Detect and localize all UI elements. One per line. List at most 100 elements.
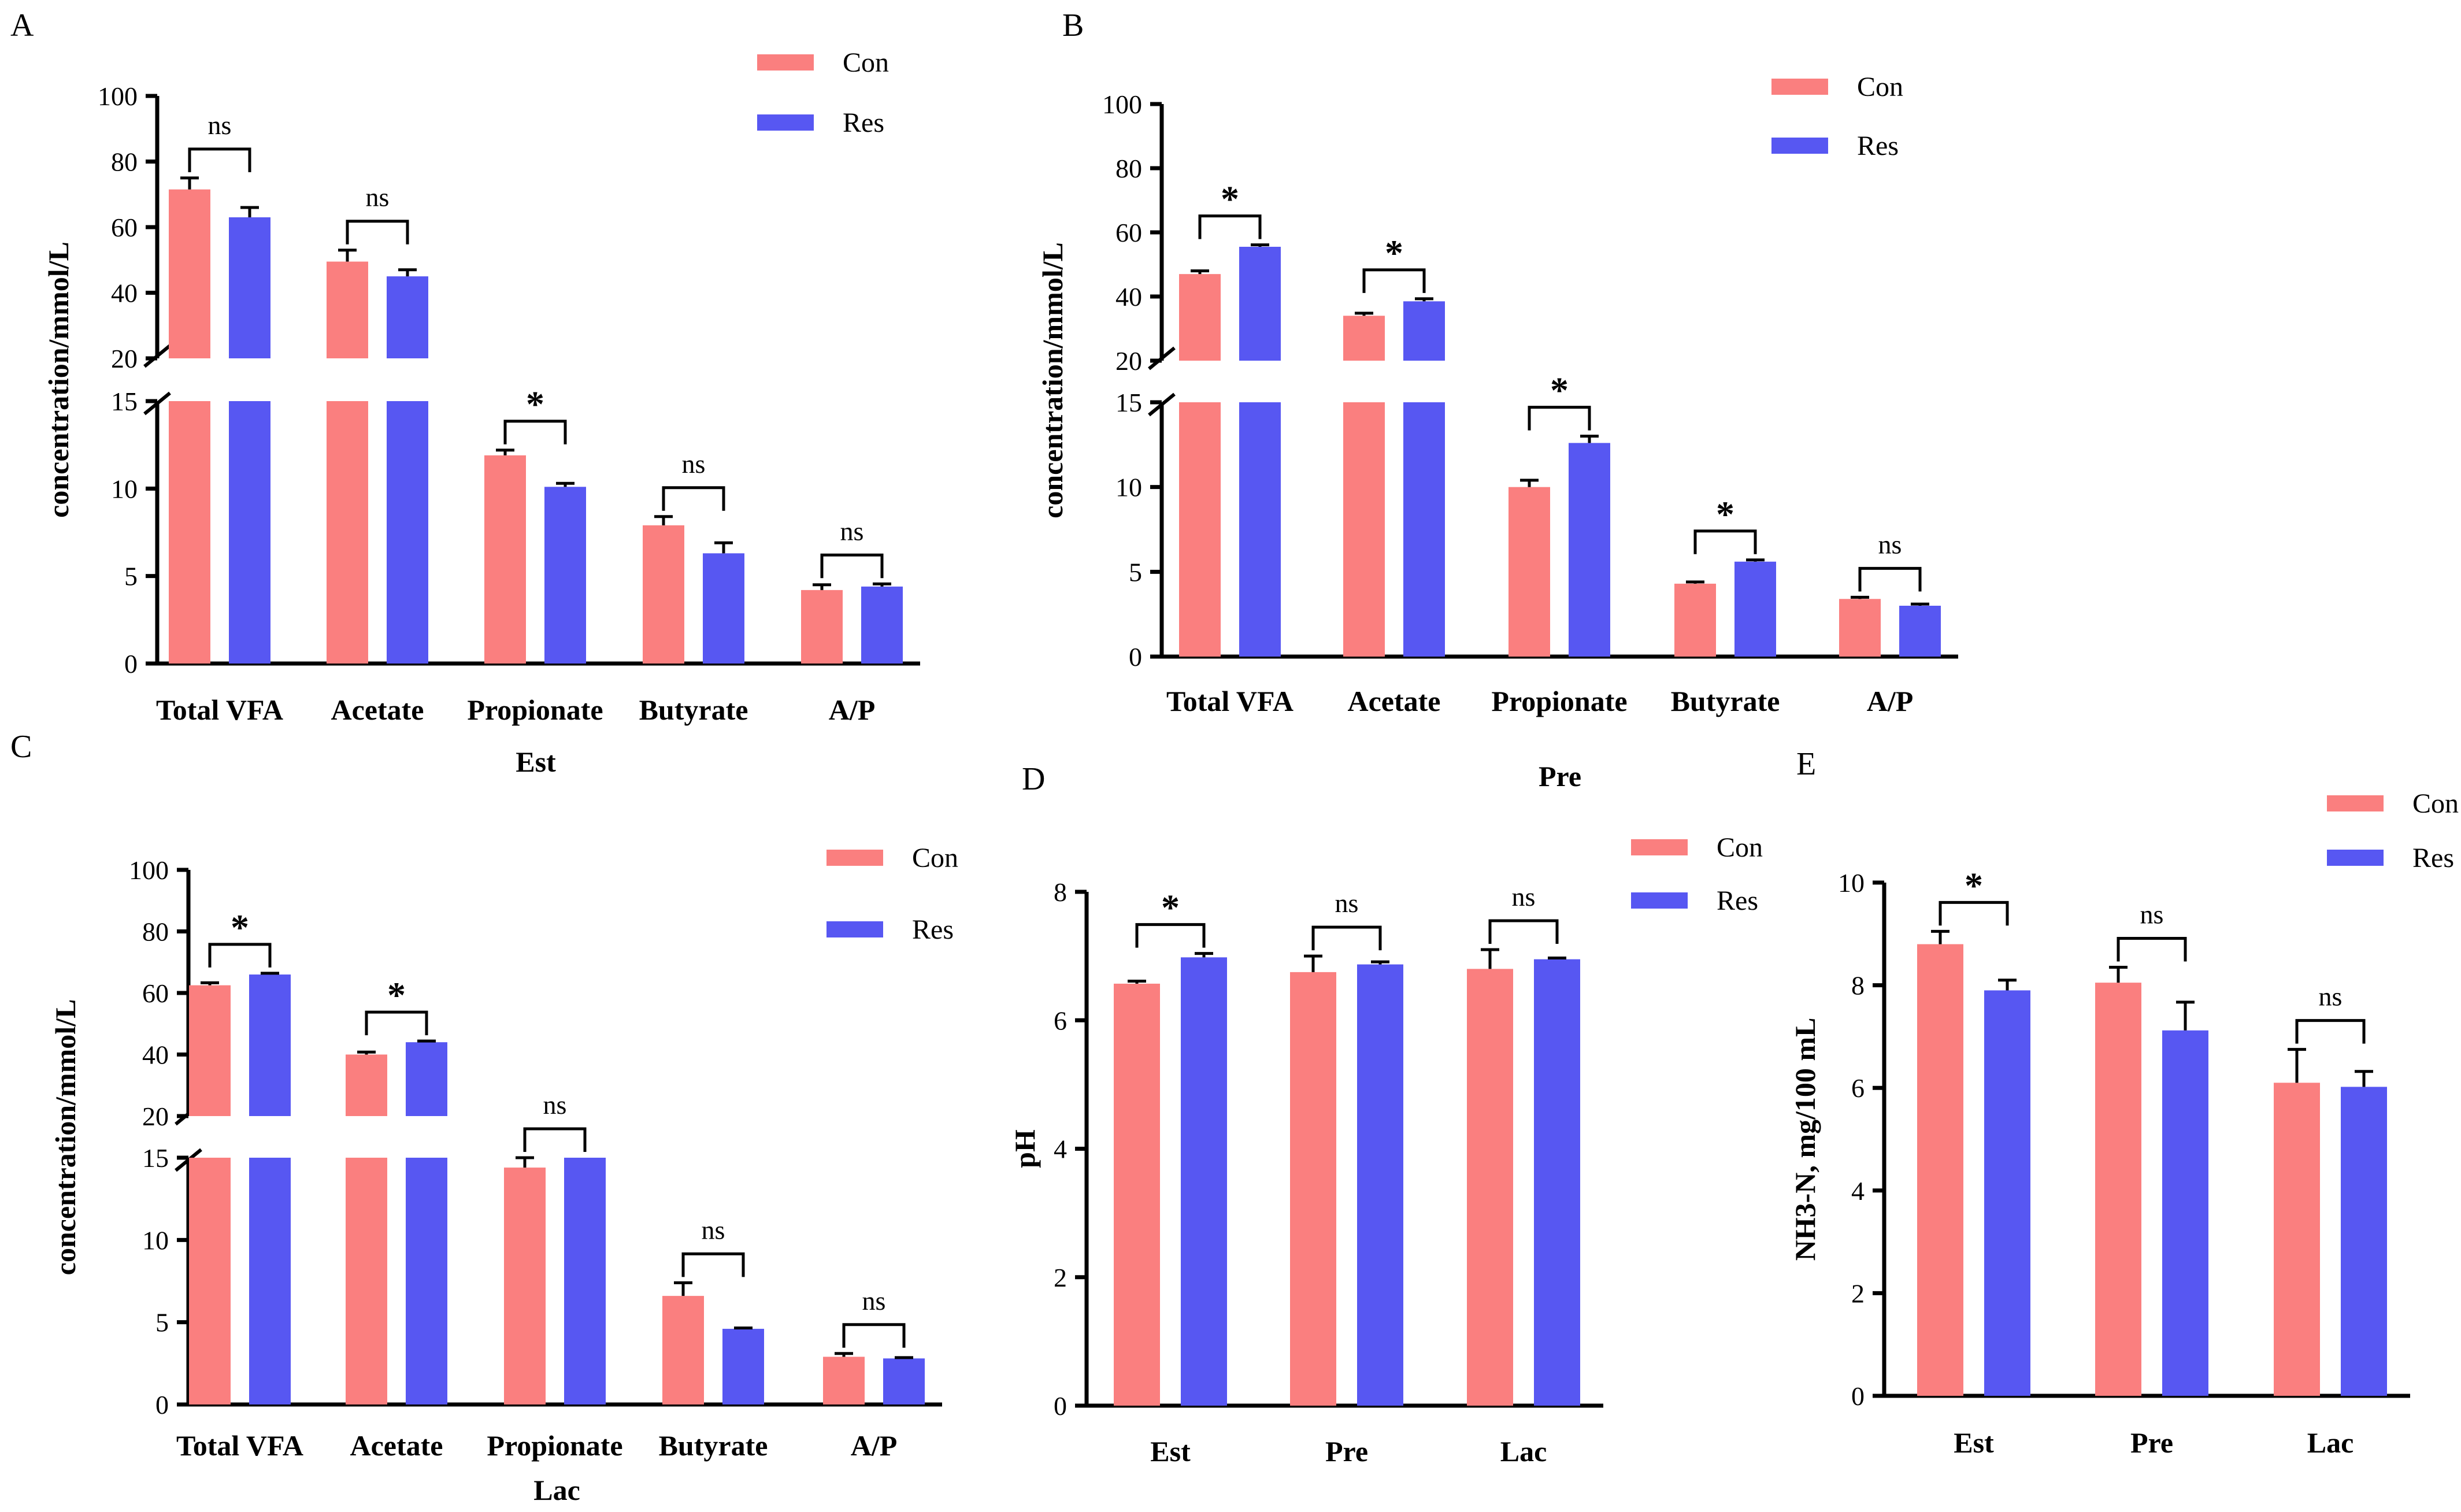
bar-res (1357, 964, 1403, 1406)
significance-label: ns (1512, 882, 1536, 911)
legend-swatch-res (826, 921, 883, 937)
bar-con (1509, 487, 1550, 657)
significance-bracket (1311, 925, 1382, 951)
bar-res (1181, 957, 1227, 1406)
y-tick-label: 20 (142, 1102, 169, 1131)
x-tick-label: Propionate (1491, 685, 1627, 717)
x-tick-label: Total VFA (176, 1429, 303, 1462)
y-tick-label: 2 (1054, 1263, 1067, 1292)
bar-con-lower (346, 1158, 387, 1404)
bar-con (643, 525, 684, 664)
axis-break-mark (143, 344, 171, 368)
significance-bracket (1939, 900, 2009, 926)
bar-con (189, 985, 231, 1116)
significance-bracket (1198, 214, 1262, 239)
legend-label-con: Con (843, 47, 889, 78)
significance-bracket (1135, 923, 1206, 948)
bar-res (1984, 990, 2030, 1396)
axis-break-mark (1148, 392, 1176, 417)
y-tick-label: 15 (142, 1143, 169, 1173)
legend-label-res: Res (2412, 843, 2454, 873)
x-tick-label: A/P (829, 694, 876, 726)
legend-label-res: Res (1717, 885, 1758, 916)
x-tick-label: Acetate (350, 1429, 443, 1462)
significance-label: * (231, 907, 249, 948)
axis-break-mark (143, 391, 171, 416)
legend-label-con: Con (2412, 788, 2459, 819)
chart-panel-E: E 0 2 4 6 8 10 NH3-N, mg/100 mL * Est ns Pre ns Lac Co… (1789, 746, 2459, 1459)
significance-label: * (526, 384, 544, 425)
bar-res (703, 553, 744, 664)
x-tick-label: Acetate (1348, 685, 1441, 717)
significance-label: * (1385, 232, 1403, 273)
panel-label: E (1796, 746, 1816, 782)
y-tick-label: 40 (142, 1040, 169, 1070)
significance-label: * (1221, 179, 1239, 220)
y-tick-label: 6 (1054, 1006, 1067, 1035)
y-tick-label: 10 (1838, 868, 1865, 898)
y-axis-label: NH3-N, mg/100 mL (1789, 1018, 1821, 1261)
y-tick-label: 0 (1851, 1381, 1865, 1411)
bar-con-lower (1343, 402, 1385, 657)
legend-swatch-con (1631, 839, 1688, 855)
y-tick-label: 100 (1102, 90, 1142, 119)
significance-bracket (820, 553, 884, 579)
x-tick-label: Total VFA (156, 694, 283, 726)
significance-label: * (387, 974, 406, 1016)
bar-res (1899, 606, 1941, 657)
bar-con (1839, 599, 1881, 657)
significance-bracket (188, 147, 251, 172)
bar-res (861, 586, 903, 664)
bar-res (2162, 1030, 2208, 1396)
significance-label: ns (862, 1286, 886, 1315)
y-tick-label: 0 (1129, 642, 1142, 672)
legend-label-con: Con (912, 843, 958, 873)
bar-res (249, 974, 291, 1116)
y-tick-label: 40 (1115, 282, 1142, 312)
legend-swatch-res (757, 114, 814, 131)
bar-con (1114, 983, 1160, 1406)
y-tick-label: 0 (124, 649, 138, 679)
y-tick-label: 0 (155, 1390, 169, 1420)
legend-label-con: Con (1857, 72, 1903, 102)
bar-res (1734, 561, 1776, 657)
bar-res (883, 1358, 925, 1404)
significance-bracket (662, 486, 725, 511)
y-tick-label: 4 (1054, 1135, 1067, 1164)
significance-bracket (1693, 529, 1757, 554)
significance-label: * (1550, 370, 1569, 411)
y-tick-label: 20 (111, 344, 138, 373)
chart-panel-B: B 0 5 10 15 20 40 60 80 100 concentration/mmol/L * T… (1036, 8, 1958, 792)
significance-bracket (503, 420, 567, 444)
y-tick-label: 15 (111, 387, 138, 416)
x-tick-label: Lac (2307, 1426, 2354, 1459)
y-tick-label: 60 (111, 213, 138, 242)
x-tick-label: Propionate (487, 1429, 622, 1462)
significance-label: * (1965, 865, 1983, 906)
bar-con (1467, 969, 1513, 1406)
chart-panel-D: D 0 2 4 6 8 pH * Est ns Pre ns Lac Con Res (1009, 761, 1763, 1467)
bar-res-lower (229, 401, 270, 664)
legend-swatch-con (826, 850, 883, 866)
x-tick-label: Butyrate (659, 1429, 768, 1462)
legend-swatch-res (1771, 138, 1828, 154)
significance-bracket (1488, 919, 1559, 944)
y-tick-label: 2 (1851, 1278, 1865, 1308)
x-tick-label: Est (1150, 1435, 1191, 1467)
legend-swatch-con (1771, 79, 1828, 95)
legend-label-con: Con (1717, 832, 1763, 863)
y-tick-label: 100 (98, 81, 138, 111)
significance-bracket (1528, 406, 1591, 431)
y-tick-label: 0 (1054, 1391, 1067, 1421)
legend-swatch-res (1631, 892, 1688, 909)
y-tick-label: 5 (1129, 557, 1142, 587)
bar-con (801, 590, 843, 664)
significance-label: ns (840, 516, 864, 546)
y-tick-label: 5 (124, 562, 138, 591)
panel-label: D (1022, 761, 1045, 797)
bar-res (1569, 443, 1610, 657)
bar-con (2095, 983, 2141, 1396)
y-tick-label: 8 (1851, 971, 1865, 1000)
significance-bracket (208, 943, 272, 968)
bar-res-lower (249, 1158, 291, 1404)
